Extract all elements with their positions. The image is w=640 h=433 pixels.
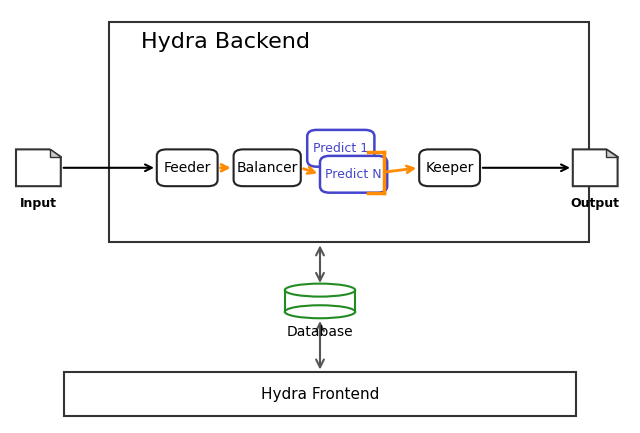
Polygon shape (16, 149, 61, 186)
Polygon shape (50, 149, 61, 157)
FancyBboxPatch shape (157, 149, 218, 186)
Text: Database: Database (287, 325, 353, 339)
Text: Keeper: Keeper (426, 161, 474, 175)
FancyBboxPatch shape (307, 130, 374, 167)
FancyBboxPatch shape (64, 372, 576, 416)
FancyBboxPatch shape (419, 149, 480, 186)
Ellipse shape (285, 284, 355, 297)
Text: Predict 1: Predict 1 (313, 142, 369, 155)
Text: Balancer: Balancer (237, 161, 298, 175)
FancyBboxPatch shape (234, 149, 301, 186)
Text: Predict N: Predict N (325, 168, 382, 181)
FancyBboxPatch shape (320, 156, 387, 193)
Text: Hydra Frontend: Hydra Frontend (261, 387, 379, 401)
Text: Feeder: Feeder (163, 161, 211, 175)
Polygon shape (607, 149, 618, 157)
Text: Input: Input (20, 197, 57, 210)
FancyBboxPatch shape (109, 22, 589, 242)
Ellipse shape (285, 305, 355, 318)
Bar (285, 290, 355, 312)
Text: Output: Output (571, 197, 620, 210)
Polygon shape (573, 149, 618, 186)
Text: Hydra Backend: Hydra Backend (141, 32, 310, 52)
